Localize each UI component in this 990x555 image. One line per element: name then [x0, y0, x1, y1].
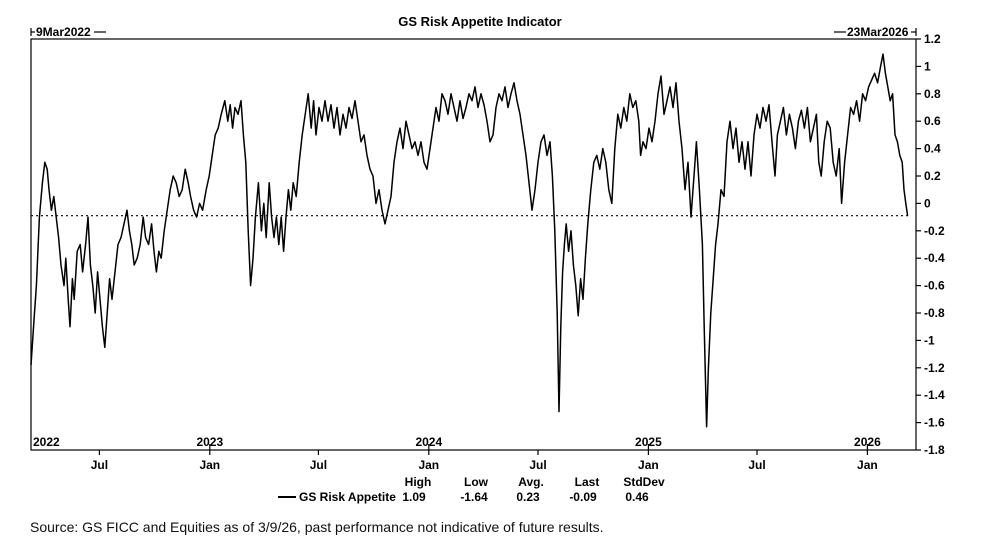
x-month-label: Jul: [91, 458, 108, 472]
x-year-label: 2022: [33, 435, 60, 449]
legend-series-name: GS Risk Appetite: [299, 490, 396, 504]
stats-value-high: 1.09: [402, 490, 426, 504]
y-tick-label: -1.2: [924, 361, 945, 375]
stats-header-last: Last: [575, 475, 600, 489]
stats-header-avg: Avg.: [518, 475, 544, 489]
y-tick-label: 1: [924, 59, 931, 73]
chart-title: GS Risk Appetite Indicator: [398, 14, 562, 29]
y-tick-label: 0: [924, 196, 931, 210]
series-layer: [30, 53, 909, 428]
risk-appetite-chart: GS Risk Appetite Indicator 9Mar2022 23Ma…: [30, 14, 945, 504]
stats-header-high: High: [405, 475, 432, 489]
y-axis: 1.2 1 0.8 0.6 0.4 0.2 0 -0.2 -0.4 -0.6 -0.8 -1 -1.2 -…: [916, 32, 945, 457]
start-date-label: 9Mar2022: [36, 25, 91, 39]
end-date-label: 23Mar2026: [847, 25, 909, 39]
y-tick-label: 0.6: [924, 114, 941, 128]
x-year-label: 2024: [415, 435, 442, 449]
stats-table: High Low Avg. Last StdDev 1.09 -1.64 0.2…: [402, 475, 665, 504]
stats-value-last: -0.09: [569, 490, 597, 504]
y-tick-label: 1.2: [924, 32, 941, 46]
x-year-label: 2026: [854, 435, 881, 449]
stats-value-stddev: 0.46: [625, 490, 649, 504]
y-tick-label: -0.4: [924, 251, 945, 265]
y-tick-label: -0.6: [924, 279, 945, 293]
legend: GS Risk Appetite: [278, 490, 396, 504]
x-month-label: Jul: [310, 458, 327, 472]
stats-header-low: Low: [464, 475, 489, 489]
stats-value-avg: 0.23: [516, 490, 540, 504]
x-year-label: 2023: [196, 435, 223, 449]
stats-header-stddev: StdDev: [623, 475, 665, 489]
x-month-label: Jul: [748, 458, 765, 472]
y-tick-label: -1.4: [924, 388, 945, 402]
y-tick-label: -1.6: [924, 416, 945, 430]
source-note: Source: GS FICC and Equities as of 3/9/2…: [30, 519, 604, 535]
y-tick-label: 0.4: [924, 142, 941, 156]
y-tick-label: -0.8: [924, 306, 945, 320]
x-year-label: 2025: [635, 435, 662, 449]
y-tick-label: -0.2: [924, 224, 945, 238]
y-tick-label: 0.2: [924, 169, 941, 183]
y-tick-label: -1.8: [924, 443, 945, 457]
series-line-gs-risk-appetite: [30, 53, 909, 428]
x-month-label: Jan: [199, 458, 220, 472]
x-month-label: Jan: [857, 458, 878, 472]
y-tick-label: -1: [924, 333, 935, 347]
x-month-label: Jan: [638, 458, 659, 472]
stats-value-low: -1.64: [460, 490, 488, 504]
y-tick-label: 0.8: [924, 87, 941, 101]
x-month-label: Jul: [529, 458, 546, 472]
x-axis: Jul Jan Jul Jan Jul Jan Jul Jan 2022 2023 2024 2025…: [33, 435, 881, 472]
plot-frame: [30, 38, 917, 451]
x-month-label: Jan: [418, 458, 439, 472]
